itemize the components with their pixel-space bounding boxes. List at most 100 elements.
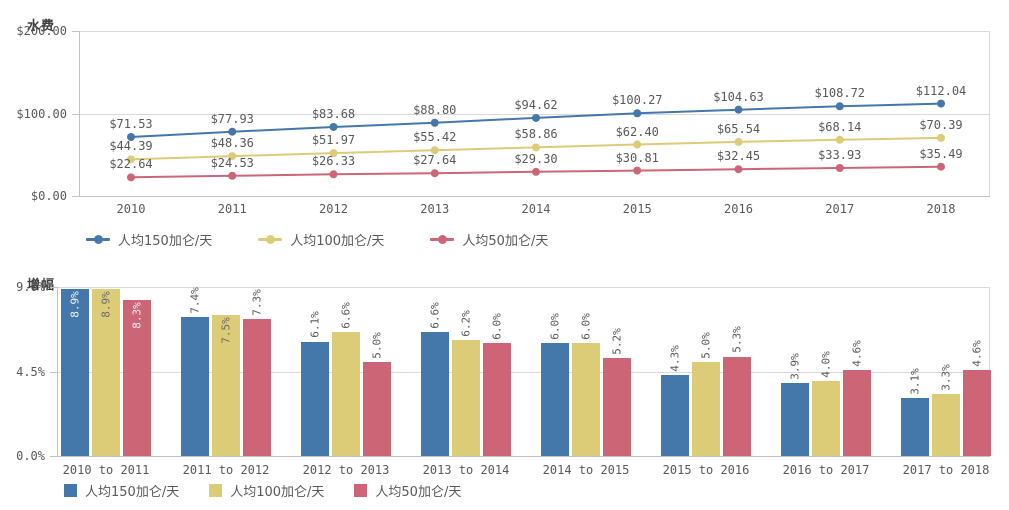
data-point[interactable] (937, 162, 945, 171)
bar-label: 5.3% (730, 326, 744, 354)
data-point[interactable] (633, 166, 642, 175)
bar-label: 4.0% (819, 351, 833, 378)
bar[interactable] (483, 343, 511, 456)
data-point[interactable] (329, 149, 338, 158)
point-label: $35.49 (919, 146, 963, 161)
x-axis-label: 2013 (420, 202, 450, 216)
bar[interactable] (452, 339, 480, 456)
legend-item[interactable]: 人均150加仑/天 (64, 481, 179, 500)
bar[interactable] (332, 332, 360, 456)
y-axis-line (79, 31, 80, 196)
x-axis-label: 2016 (724, 202, 753, 216)
x-axis-label: 2011 to 2012 (182, 463, 270, 477)
legend-item[interactable]: 人均100加仑/天 (258, 230, 384, 249)
data-point[interactable] (835, 135, 844, 144)
tick-mark (72, 31, 79, 32)
data-point[interactable] (937, 133, 945, 142)
bar-label: 5.0% (699, 332, 713, 359)
point-label: $51.97 (311, 133, 356, 148)
gridline (57, 456, 990, 457)
data-point[interactable] (329, 122, 338, 131)
legend-label: 人均50加仑/天 (462, 234, 549, 249)
legend-label: 人均150加仑/天 (118, 234, 213, 249)
bar[interactable] (901, 397, 929, 456)
legend-dot (266, 235, 276, 244)
data-point[interactable] (532, 143, 540, 152)
data-point[interactable] (127, 173, 135, 182)
x-axis-label: 2011 (217, 202, 247, 216)
bar[interactable] (692, 362, 720, 456)
bar[interactable] (781, 382, 809, 456)
point-label: $68.14 (818, 119, 862, 134)
point-label: $100.27 (611, 93, 663, 108)
bar[interactable] (661, 375, 689, 456)
data-point[interactable] (532, 167, 540, 176)
legend-dot (94, 235, 103, 244)
legend-square-icon (354, 484, 368, 497)
bar-label: 6.0% (579, 313, 593, 341)
bar[interactable] (541, 343, 569, 456)
bar[interactable] (932, 394, 960, 456)
bar[interactable] (212, 315, 240, 456)
point-label: $62.40 (615, 124, 659, 139)
point-label: $55.42 (413, 130, 457, 145)
data-point[interactable] (228, 171, 237, 180)
bar[interactable] (421, 332, 449, 456)
legend-item[interactable]: 人均150加仑/天 (86, 230, 212, 249)
bar-label: 8.9% (99, 291, 113, 318)
data-point[interactable] (633, 109, 642, 118)
bar[interactable] (301, 341, 329, 456)
bar-label: 4.3% (668, 345, 682, 373)
bar[interactable] (963, 369, 991, 456)
data-point[interactable] (228, 127, 237, 136)
bar[interactable] (843, 369, 871, 456)
point-label: $29.30 (514, 151, 558, 166)
bar[interactable] (61, 288, 89, 456)
data-point[interactable] (835, 102, 844, 111)
data-point[interactable] (734, 165, 743, 174)
bar-label: 6.6% (428, 302, 442, 329)
point-label: $70.39 (919, 117, 963, 132)
point-label: $30.81 (615, 150, 659, 165)
data-point[interactable] (532, 113, 540, 122)
legend-item[interactable]: 人均50加仑/天 (354, 481, 461, 500)
point-label: $94.62 (514, 97, 558, 112)
legend-square-icon (64, 484, 77, 497)
tick-mark (50, 372, 57, 373)
data-point[interactable] (329, 170, 338, 179)
bar[interactable] (363, 362, 391, 456)
bar[interactable] (181, 317, 209, 456)
bar[interactable] (723, 356, 751, 456)
data-point[interactable] (127, 132, 135, 141)
data-point[interactable] (734, 105, 743, 114)
point-label: $83.68 (311, 106, 356, 121)
line-dot-legend-icon (86, 235, 110, 244)
bar[interactable] (572, 343, 600, 456)
gridline (79, 196, 990, 197)
bar[interactable] (812, 380, 840, 456)
data-point[interactable] (430, 169, 439, 178)
legend-item[interactable]: 人均50加仑/天 (430, 230, 548, 249)
bar[interactable] (123, 300, 151, 456)
bar[interactable] (603, 358, 631, 456)
x-axis-label: 2014 (521, 202, 551, 216)
y-axis-label: 9.0% (16, 280, 45, 294)
legend-label: 人均50加仑/天 (375, 485, 462, 500)
point-label: $26.33 (311, 154, 356, 169)
data-point[interactable] (734, 137, 743, 146)
bar[interactable] (92, 288, 120, 456)
data-point[interactable] (430, 118, 439, 127)
data-point[interactable] (937, 99, 945, 108)
y-axis-label: $100.00 (16, 107, 67, 121)
data-point[interactable] (835, 164, 844, 173)
data-point[interactable] (228, 152, 237, 161)
data-point[interactable] (633, 140, 642, 149)
bar-label: 8.3% (130, 302, 144, 329)
bar[interactable] (243, 318, 271, 456)
data-point[interactable] (430, 146, 439, 155)
point-label: $108.72 (814, 86, 866, 101)
data-point[interactable] (127, 155, 135, 164)
tick-mark (50, 287, 57, 288)
point-label: $24.53 (210, 155, 254, 170)
legend-item[interactable]: 人均100加仑/天 (209, 481, 324, 500)
